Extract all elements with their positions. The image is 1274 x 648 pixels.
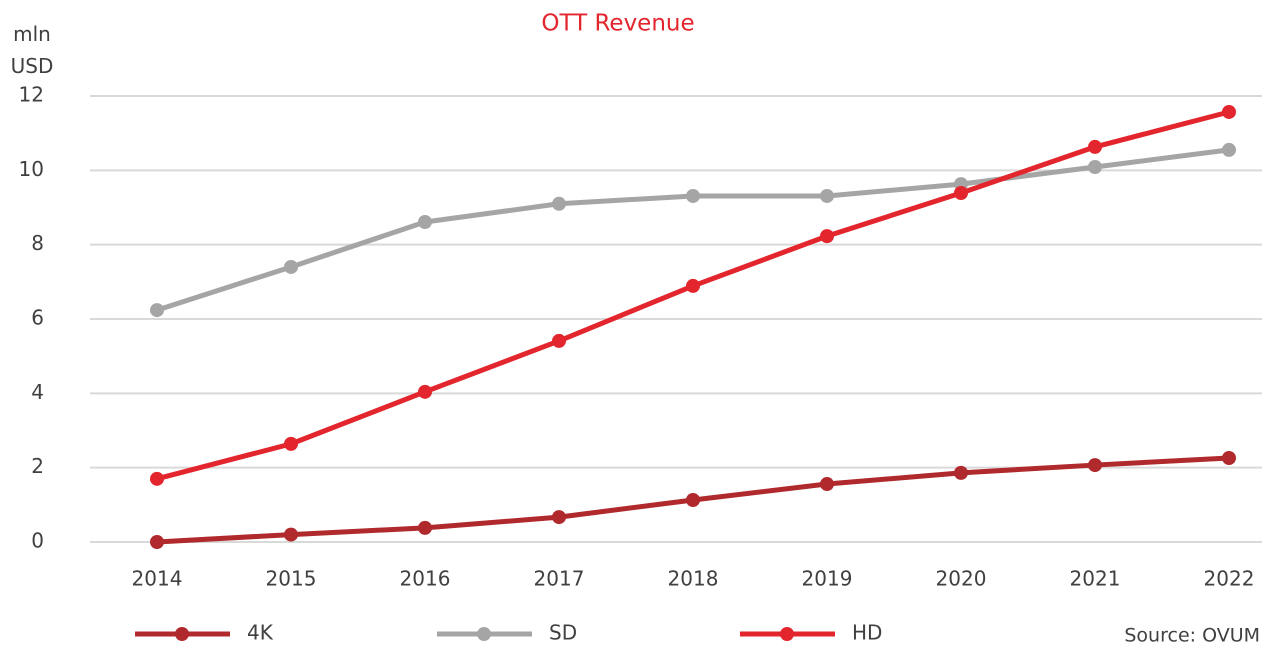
data-point	[418, 214, 432, 229]
data-point	[150, 535, 164, 549]
data-point	[1222, 142, 1236, 157]
data-point	[284, 527, 298, 542]
y-tick-label: 4	[31, 380, 44, 404]
data-point	[552, 196, 566, 211]
data-point	[686, 278, 700, 293]
data-point	[1088, 458, 1102, 473]
data-point	[686, 493, 700, 508]
data-point	[418, 520, 432, 535]
y-tick-label: 8	[31, 231, 44, 255]
y-tick-label: 6	[31, 306, 44, 330]
legend-label: HD	[852, 621, 882, 645]
x-tick-label: 2015	[266, 567, 317, 591]
data-point	[820, 188, 834, 203]
y-axis-label: mln USD	[10, 22, 54, 78]
legend-marker	[780, 627, 794, 641]
data-point	[686, 188, 700, 203]
chart-title: OTT Revenue	[541, 11, 694, 37]
data-point	[150, 471, 164, 486]
legend-label: SD	[549, 621, 577, 645]
data-point	[552, 333, 566, 348]
y-tick-label: 2	[31, 454, 44, 478]
x-tick-label: 2018	[668, 567, 719, 591]
data-point	[552, 510, 566, 525]
legend-marker	[477, 627, 491, 641]
y-tick-label: 0	[31, 529, 44, 553]
y-tick-label: 12	[19, 83, 44, 107]
data-point	[1088, 139, 1102, 154]
data-point	[1222, 104, 1236, 119]
x-tick-label: 2022	[1204, 567, 1255, 591]
data-point	[284, 259, 298, 274]
source-note: Source: OVUM	[1124, 625, 1260, 647]
x-tick-label: 2017	[534, 567, 585, 591]
data-point	[820, 477, 834, 492]
data-point	[954, 186, 968, 201]
legend-marker	[175, 627, 189, 641]
legend-label: 4K	[247, 621, 274, 645]
x-tick-label: 2019	[802, 567, 853, 591]
x-tick-label: 2020	[936, 567, 987, 591]
series-line	[156, 109, 1230, 482]
x-tick-label: 2021	[1070, 567, 1121, 591]
x-tick-label: 2016	[400, 567, 451, 591]
data-point	[954, 465, 968, 480]
data-point	[1088, 159, 1102, 174]
y-tick-label: 10	[19, 157, 44, 181]
data-point	[820, 229, 834, 244]
data-point	[150, 303, 164, 318]
x-tick-label: 2014	[132, 567, 183, 591]
data-point	[284, 436, 298, 451]
data-point	[1222, 451, 1236, 466]
data-point	[418, 384, 432, 399]
